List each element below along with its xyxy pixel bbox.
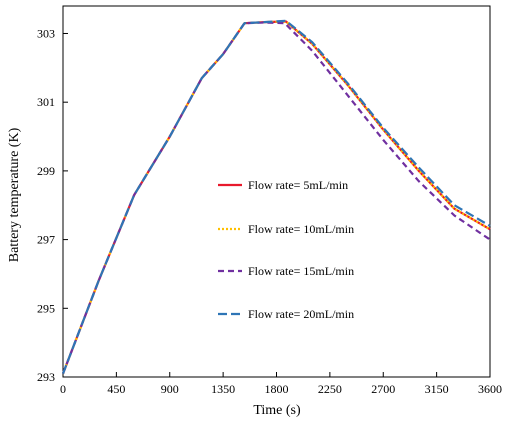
x-tick-label: 0 bbox=[60, 382, 66, 396]
y-tick-label: 297 bbox=[37, 233, 55, 247]
series-line-4 bbox=[61, 19, 491, 374]
x-tick-label: 2250 bbox=[318, 382, 342, 396]
x-axis-label: Time (s) bbox=[253, 403, 301, 418]
y-tick-label: 301 bbox=[37, 95, 55, 109]
plot-area: 0 450 900 1350 1800 2250 2700 3150 3600 293 295 297… bbox=[37, 5, 502, 396]
x-tick-label: 2700 bbox=[371, 382, 395, 396]
x-tick-label: 900 bbox=[161, 382, 179, 396]
legend-label-1: Flow rate= 5mL/min bbox=[248, 178, 348, 192]
x-tick-label: 450 bbox=[107, 382, 125, 396]
y-tick-label: 299 bbox=[37, 164, 55, 178]
y-tick-label: 295 bbox=[37, 301, 55, 315]
y-tick-label: 303 bbox=[37, 26, 55, 40]
y-axis-label-group: Battery temperature (K) bbox=[7, 127, 22, 262]
x-tick-label: 1800 bbox=[265, 382, 289, 396]
y-axis-label: Battery temperature (K) bbox=[7, 127, 22, 262]
legend-label-4: Flow rate= 20mL/min bbox=[248, 307, 354, 321]
x-tick-label: 3600 bbox=[478, 382, 502, 396]
legend-label-3: Flow rate= 15mL/min bbox=[248, 264, 354, 278]
x-tick-label: 1350 bbox=[211, 382, 235, 396]
x-tick-label: 3150 bbox=[425, 382, 449, 396]
legend-label-2: Flow rate= 10mL/min bbox=[248, 222, 354, 236]
y-tick-label: 293 bbox=[37, 370, 55, 384]
